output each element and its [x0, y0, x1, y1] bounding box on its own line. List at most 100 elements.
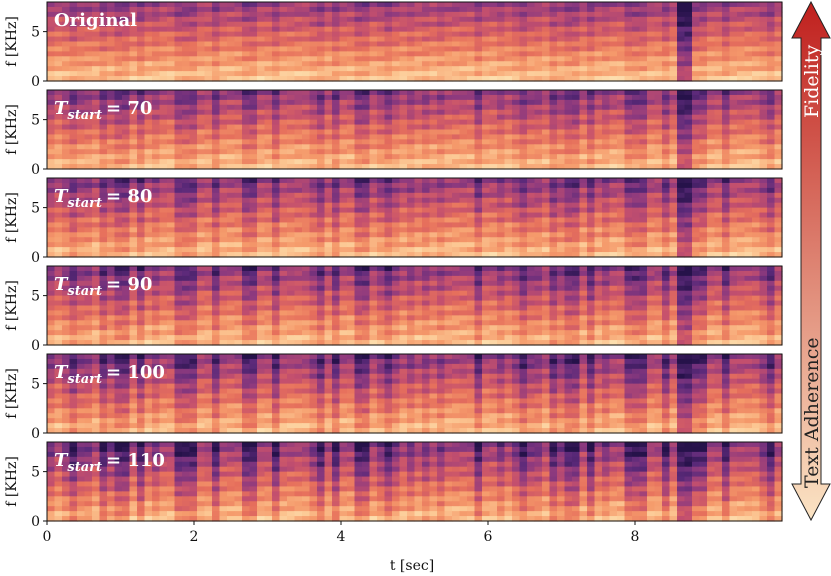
spectrogram-cell: [422, 61, 431, 67]
spectrogram-cell: [444, 76, 453, 82]
spectrogram-cell: [264, 36, 273, 43]
spectrogram-cell: [317, 99, 326, 106]
spectrogram-cell: [729, 56, 738, 62]
spectrogram-cell: [167, 242, 176, 248]
spectrogram-cell: [662, 139, 671, 145]
spectrogram-cell: [279, 134, 288, 140]
spectrogram-cell: [722, 41, 731, 48]
spectrogram-cell: [459, 66, 468, 72]
spectrogram-cell: [257, 275, 266, 282]
spectrogram-cell: [654, 202, 663, 209]
spectrogram-cell: [279, 36, 288, 43]
spectrogram-cell: [62, 6, 71, 13]
spectrogram-cell: [332, 104, 341, 111]
spectrogram-cell: [504, 252, 513, 258]
spectrogram-cell: [167, 192, 176, 199]
spectrogram-cell: [624, 212, 633, 219]
spectrogram-cell: [684, 6, 693, 13]
spectrogram-cell: [99, 139, 108, 145]
spectrogram-cell: [114, 178, 123, 184]
spectrogram-cell: [429, 197, 438, 204]
spectrogram-cell: [414, 114, 423, 121]
spectrogram-cell: [62, 99, 71, 106]
spectrogram-cell: [377, 41, 386, 48]
spectrogram-cell: [707, 197, 716, 204]
spectrogram-cell: [242, 202, 251, 209]
spectrogram-cell: [272, 202, 281, 209]
spectrogram-cell: [197, 31, 206, 38]
spectrogram-cell: [504, 114, 513, 121]
spectrogram-cell: [354, 21, 363, 28]
spectrogram-cell: [249, 178, 258, 184]
spectrogram-cell: [534, 114, 543, 121]
spectrogram-cell: [234, 46, 243, 52]
spectrogram-cell: [279, 139, 288, 145]
spectrogram-cell: [759, 61, 768, 67]
spectrogram-cell: [129, 187, 138, 194]
spectrogram-cell: [609, 159, 618, 165]
spectrogram-cell: [122, 99, 131, 106]
spectrogram-cell: [767, 51, 776, 57]
spectrogram-cell: [737, 104, 746, 111]
spectrogram-cell: [422, 232, 431, 238]
spectrogram-cell: [497, 247, 506, 253]
spectrogram-cell: [242, 46, 251, 52]
spectrogram-cell: [527, 266, 536, 272]
spectrogram-cell: [294, 207, 303, 214]
spectrogram-cell: [129, 71, 138, 77]
spectrogram-cell: [332, 227, 341, 233]
spectrogram-cell: [684, 242, 693, 248]
spectrogram-cell: [219, 227, 228, 233]
spectrogram-cell: [519, 252, 528, 258]
spectrogram-cell: [564, 247, 573, 253]
spectrogram-cell: [219, 247, 228, 253]
spectrogram-cell: [707, 36, 716, 43]
spectrogram-cell: [579, 266, 588, 272]
spectrogram-cell: [69, 56, 78, 62]
spectrogram-cell: [534, 144, 543, 150]
spectrogram-cell: [624, 104, 633, 111]
spectrogram-cell: [482, 6, 491, 13]
spectrogram-cell: [564, 51, 573, 57]
spectrogram-cell: [227, 129, 236, 136]
spectrogram-cell: [692, 66, 701, 72]
spectrogram-cell: [579, 36, 588, 43]
spectrogram-cell: [77, 242, 86, 248]
spectrogram-cell: [647, 187, 656, 194]
spectrogram-cell: [684, 237, 693, 243]
spectrogram-cell: [474, 212, 483, 219]
spectrogram-cell: [512, 149, 521, 155]
spectrogram-cell: [144, 129, 153, 136]
spectrogram-cell: [324, 66, 333, 72]
spectrogram-cell: [347, 187, 356, 194]
spectrogram-cell: [437, 76, 446, 82]
spectrogram-cell: [549, 124, 558, 131]
spectrogram-cell: [512, 66, 521, 72]
spectrogram-cell: [152, 99, 161, 106]
spectrogram-cell: [422, 134, 431, 140]
spectrogram-cell: [302, 247, 311, 253]
spectrogram-cell: [512, 270, 521, 277]
spectrogram-cell: [662, 227, 671, 233]
spectrogram-cell: [467, 270, 476, 277]
spectrogram-cell: [302, 270, 311, 277]
spectrogram-cell: [54, 66, 63, 72]
spectrogram-cell: [189, 66, 198, 72]
spectrogram-cell: [152, 119, 161, 126]
spectrogram-cell: [234, 222, 243, 228]
spectrogram-cell: [159, 94, 168, 101]
spectrogram-cell: [249, 252, 258, 258]
spectrogram-cell: [167, 21, 176, 28]
spectrogram-cell: [662, 237, 671, 243]
spectrogram-cell: [744, 187, 753, 194]
spectrogram-cell: [384, 99, 393, 106]
spectrogram-cell: [294, 266, 303, 272]
spectrogram-cell: [527, 247, 536, 253]
spectrogram-cell: [459, 129, 468, 136]
spectrogram-cell: [212, 212, 221, 219]
spectrogram-cell: [264, 222, 273, 228]
spectrogram-cell: [92, 41, 101, 48]
spectrogram-cell: [339, 217, 348, 224]
spectrogram-cell: [242, 275, 251, 282]
spectrogram-cell: [579, 192, 588, 199]
